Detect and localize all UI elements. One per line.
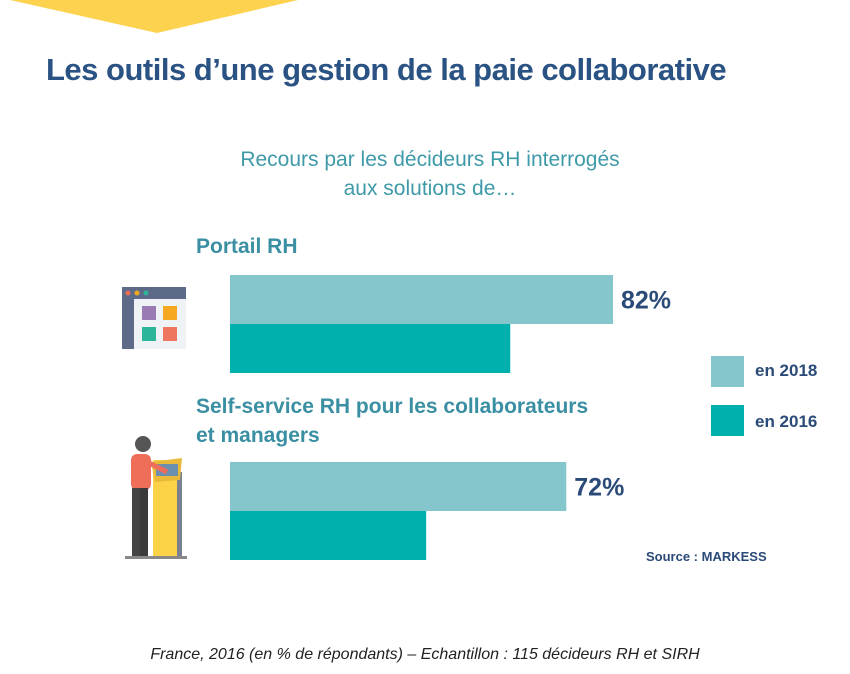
legend-swatch-2016 (711, 405, 744, 436)
bar-2016-1 (230, 511, 427, 560)
legend-label-2018: en 2018 (755, 361, 818, 380)
bar-2016-0 (230, 324, 511, 373)
data-label: 72% (574, 474, 624, 502)
category-label-line: Portail RH (196, 235, 298, 258)
subtitle-line: aux solutions de… (343, 177, 517, 200)
footnote: France, 2016 (en % de répondants) – Echa… (150, 646, 700, 663)
subtitle-line: Recours par les décideurs RH interrogés (240, 148, 620, 171)
legend-swatch-2018 (711, 356, 744, 387)
self-service-kiosk-icon (125, 436, 187, 559)
category-label-portail: Portail RH (196, 232, 298, 261)
yellow-banner-shape (10, 0, 298, 33)
bar-2018-1 (230, 462, 567, 511)
category-label-line: et managers (196, 424, 320, 447)
category-label-self-service: Self-service RH pour les collaborateurs … (196, 392, 588, 450)
web-portal-icon (122, 287, 186, 349)
data-label: 82% (621, 287, 671, 315)
bar-2018-0 (230, 275, 613, 324)
chart-subtitle: Recours par les décideurs RH interrogés … (150, 145, 710, 203)
category-label-line: Self-service RH pour les collaborateurs (196, 395, 589, 418)
legend-label-2016: en 2016 (755, 412, 818, 431)
source-note: Source : MARKESS (646, 549, 767, 564)
page-title: Les outils d’une gestion de la paie coll… (46, 52, 727, 87)
